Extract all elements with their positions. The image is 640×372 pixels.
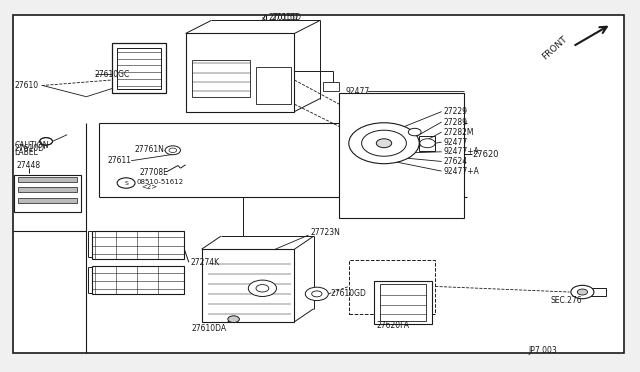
Bar	[323, 82, 339, 91]
Text: 27610DA: 27610DA	[192, 324, 227, 333]
Circle shape	[169, 148, 177, 153]
Circle shape	[165, 146, 180, 155]
Bar	[590, 288, 606, 296]
Circle shape	[305, 287, 328, 301]
Text: 27289: 27289	[444, 118, 467, 126]
Text: 27448: 27448	[17, 161, 41, 170]
Circle shape	[312, 291, 322, 297]
Text: 27610GC: 27610GC	[95, 70, 130, 79]
Bar	[18, 177, 77, 182]
Text: JP7 003: JP7 003	[528, 346, 557, 355]
Text: 27624: 27624	[444, 157, 468, 166]
Text: 27229: 27229	[444, 107, 467, 116]
Circle shape	[256, 285, 269, 292]
Bar	[14, 175, 81, 212]
Text: 27610: 27610	[14, 81, 38, 90]
Bar	[380, 284, 426, 321]
Bar	[192, 60, 250, 97]
Bar	[18, 198, 77, 203]
Text: 92477: 92477	[346, 87, 370, 96]
Bar	[117, 48, 161, 89]
Text: LABEL: LABEL	[15, 148, 38, 157]
Text: CAUTION: CAUTION	[15, 141, 49, 150]
Bar	[92, 231, 184, 259]
Bar	[374, 281, 432, 324]
Text: 27611: 27611	[108, 156, 132, 165]
Bar	[419, 136, 435, 151]
Circle shape	[571, 285, 594, 299]
Text: 27015D: 27015D	[272, 13, 302, 22]
Text: 27761N: 27761N	[134, 145, 164, 154]
Circle shape	[228, 316, 239, 323]
Text: S: S	[124, 180, 128, 186]
Bar	[256, 67, 291, 104]
Text: 27708E: 27708E	[140, 169, 168, 177]
Circle shape	[408, 128, 421, 136]
Text: 27620FA: 27620FA	[376, 321, 410, 330]
Circle shape	[248, 280, 276, 296]
Text: 27610D: 27610D	[14, 144, 44, 153]
Text: 92477: 92477	[444, 138, 468, 147]
Text: 92477+A: 92477+A	[444, 147, 479, 156]
Circle shape	[577, 289, 588, 295]
Text: 08510-51612: 08510-51612	[137, 179, 184, 185]
Text: FRONT: FRONT	[541, 35, 570, 62]
Text: 27620: 27620	[472, 150, 499, 159]
Circle shape	[362, 130, 406, 156]
Circle shape	[349, 123, 419, 164]
Text: 27015D: 27015D	[269, 13, 299, 22]
Bar	[349, 260, 435, 314]
Bar	[202, 249, 294, 322]
Text: 27274K: 27274K	[191, 258, 220, 267]
Bar	[339, 93, 464, 218]
Circle shape	[117, 178, 135, 188]
Bar	[92, 266, 184, 294]
Circle shape	[40, 138, 52, 145]
Text: 27723N: 27723N	[310, 228, 340, 237]
Circle shape	[420, 139, 435, 148]
Text: 27282M: 27282M	[444, 128, 474, 137]
Text: SEC.276: SEC.276	[550, 296, 582, 305]
Bar	[18, 187, 77, 192]
Text: 92477+A: 92477+A	[444, 167, 479, 176]
Circle shape	[376, 139, 392, 148]
Text: 27610GD: 27610GD	[331, 289, 367, 298]
Bar	[186, 33, 294, 112]
Text: <2>: <2>	[141, 184, 157, 190]
Bar	[112, 43, 166, 93]
